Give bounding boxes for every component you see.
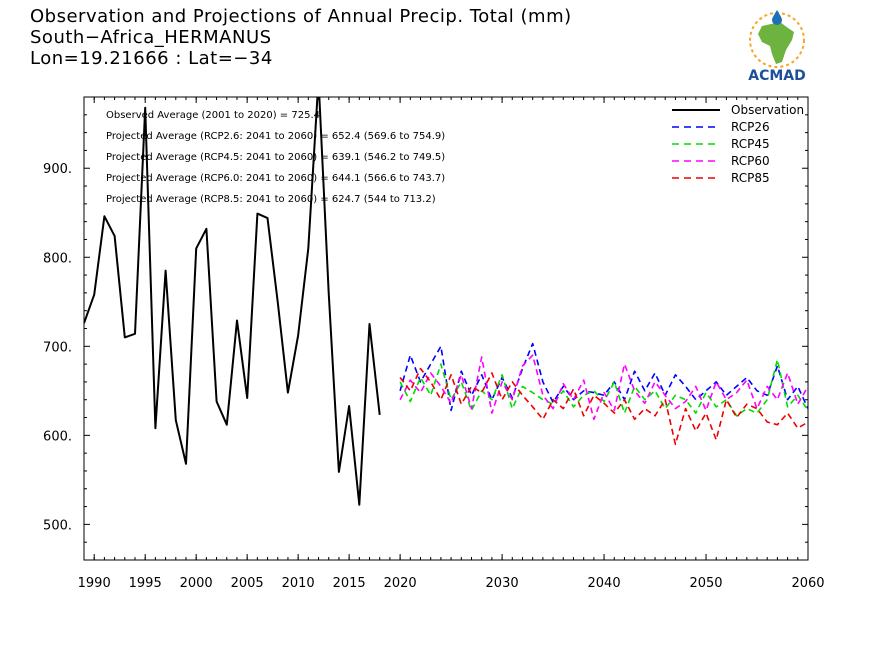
annotation-text: Observed Average (2001 to 2020) = 725.4 (106, 110, 320, 121)
legend-label-observation: Observation (731, 103, 804, 117)
x-tick-label: 2015 (333, 576, 366, 591)
x-tick-label: 1990 (78, 576, 111, 591)
series-line-rcp85 (399, 367, 808, 446)
coordinates-label: Lon=19.21666 : Lat=−34 (30, 48, 273, 69)
x-tick-label: 2030 (486, 576, 519, 591)
series-line-observation (84, 97, 381, 506)
x-tick-label: 2050 (689, 576, 722, 591)
y-tick-label: 500. (43, 518, 72, 533)
logo-text: ACMAD (748, 68, 806, 84)
legend-label-rcp26: RCP26 (731, 120, 770, 134)
x-tick-label: 2060 (791, 576, 824, 591)
y-tick-label: 800. (43, 251, 72, 266)
x-tick-label: 2010 (282, 576, 315, 591)
africa-map-icon (758, 22, 794, 64)
series-line-rcp60 (399, 354, 808, 421)
legend-label-rcp45: RCP45 (731, 137, 770, 151)
y-tick-label: 900. (43, 162, 72, 177)
legend-label-rcp60: RCP60 (731, 154, 770, 168)
x-tick-label: 1995 (129, 576, 162, 591)
series-line-rcp45 (399, 358, 808, 417)
x-tick-label: 2000 (180, 576, 213, 591)
x-tick-label: 2040 (588, 576, 621, 591)
annotation-text: Projected Average (RCP6.0: 2041 to 2060)… (106, 173, 445, 184)
x-tick-label: 2020 (384, 576, 417, 591)
title-block: Observation and Projections of Annual Pr… (30, 6, 572, 69)
y-tick-label: 600. (43, 429, 72, 444)
x-tick-label: 2005 (231, 576, 264, 591)
y-tick-label: 700. (43, 340, 72, 355)
water-drop-icon (772, 10, 782, 25)
legend-label-rcp85: RCP85 (731, 171, 770, 185)
chart-title: Observation and Projections of Annual Pr… (30, 6, 572, 27)
annotation-text: Projected Average (RCP8.5: 2041 to 2060)… (106, 194, 436, 205)
location-label: South−Africa_HERMANUS (30, 27, 272, 48)
annotation-text: Projected Average (RCP2.6: 2041 to 2060)… (106, 131, 445, 142)
annotation-text: Projected Average (RCP4.5: 2041 to 2060)… (106, 152, 445, 163)
acmad-logo: ACMAD (748, 10, 806, 84)
